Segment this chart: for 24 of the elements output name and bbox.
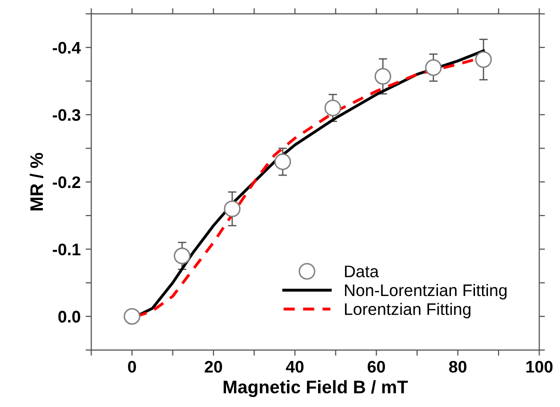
legend-label: Lorentzian Fitting bbox=[345, 302, 470, 318]
x-tick-label: 40 bbox=[286, 360, 304, 373]
y-axis-title: MR / % bbox=[30, 152, 44, 210]
y-tick-label: -0.2 bbox=[52, 176, 80, 188]
x-tick-label: 20 bbox=[204, 360, 222, 373]
legend-label: Data bbox=[345, 266, 379, 278]
point bbox=[425, 59, 442, 76]
y-tick-label: -0.4 bbox=[52, 42, 81, 54]
point bbox=[475, 51, 492, 68]
legend-label: Non-Lorentzian Fitting bbox=[345, 284, 507, 300]
x-tick-label: 0 bbox=[128, 360, 136, 373]
x-tick-label: 100 bbox=[526, 360, 552, 373]
point bbox=[324, 100, 342, 116]
point bbox=[374, 68, 392, 85]
point bbox=[274, 153, 292, 170]
y-tick-label: -0.3 bbox=[52, 109, 80, 121]
point bbox=[224, 200, 241, 218]
x-axis-title: Magnetic Field B / mT bbox=[224, 380, 408, 398]
point bbox=[124, 308, 140, 325]
y-tick-label: 0.0 bbox=[58, 310, 80, 323]
x-tick-label: 80 bbox=[449, 360, 466, 373]
y-tick-label: -0.1 bbox=[52, 244, 80, 256]
point bbox=[174, 248, 190, 264]
x-tick-label: 60 bbox=[368, 360, 385, 373]
